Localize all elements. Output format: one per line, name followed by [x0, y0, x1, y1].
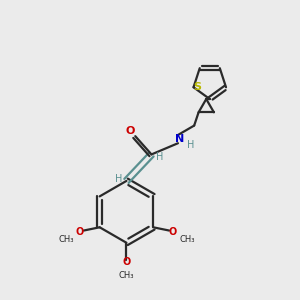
Text: CH₃: CH₃ — [119, 271, 134, 280]
Text: CH₃: CH₃ — [179, 235, 194, 244]
Text: H: H — [156, 152, 164, 162]
Text: O: O — [126, 126, 135, 136]
Text: CH₃: CH₃ — [58, 235, 74, 244]
Text: O: O — [76, 227, 84, 237]
Text: H: H — [115, 174, 122, 184]
Text: S: S — [193, 82, 201, 92]
Text: H: H — [187, 140, 194, 150]
Text: O: O — [169, 227, 177, 237]
Text: N: N — [176, 134, 185, 144]
Text: O: O — [122, 257, 130, 267]
